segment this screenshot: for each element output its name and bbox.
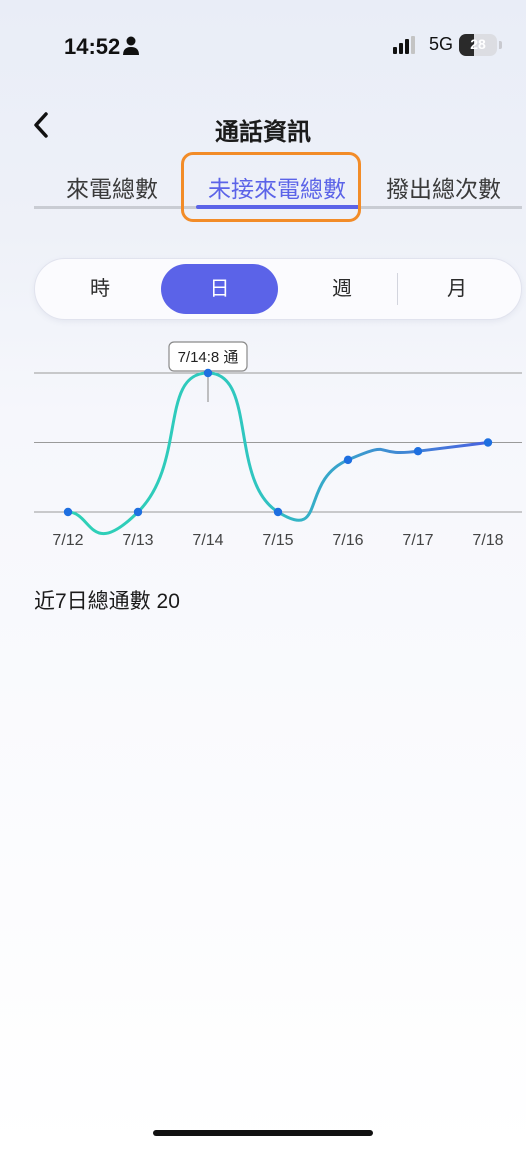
period-week[interactable]: 週: [332, 278, 352, 300]
data-point-7-18[interactable]: [483, 438, 493, 447]
data-point-7-17[interactable]: [413, 446, 423, 456]
data-point-7-14[interactable]: [203, 368, 213, 378]
network-type: 5G: [429, 34, 454, 54]
seven-day-total: 近7日總通數 20: [34, 590, 180, 613]
back-arrow-icon[interactable]: [28, 108, 58, 142]
tab-outgoing-total[interactable]: 撥出總次數: [386, 176, 501, 202]
missed-calls-chart: 7/14:8 通 7/12 7/13 7/14 7/15 7/16 7/17 7/18: [34, 341, 522, 549]
period-month[interactable]: 月: [447, 278, 467, 300]
data-point-7-16[interactable]: [343, 455, 353, 465]
x-tick-label: 7/14: [192, 532, 223, 549]
status-bar: 14:52 5G 28: [0, 0, 526, 90]
x-tick-label: 7/16: [332, 532, 363, 549]
period-divider: [397, 273, 398, 305]
status-time: 14:52: [64, 34, 121, 59]
battery-icon: 28: [459, 34, 497, 56]
tab-incoming-total[interactable]: 來電總數: [66, 176, 158, 202]
battery-tip: [499, 41, 502, 49]
signal-icon: [393, 36, 415, 54]
x-tick-label: 7/17: [402, 532, 433, 549]
highlight-box: [181, 152, 361, 222]
battery-level: 28: [470, 36, 486, 52]
data-point-7-12[interactable]: [63, 507, 73, 517]
period-hour[interactable]: 時: [90, 278, 110, 300]
period-active-pill: [161, 264, 278, 314]
period-selector: 時 日 週 月: [34, 258, 522, 320]
tab-missed-total[interactable]: 未接來電總數: [208, 176, 346, 202]
active-tab-indicator: [196, 205, 360, 209]
x-tick-label: 7/12: [52, 532, 83, 549]
period-day[interactable]: 日: [209, 278, 230, 300]
person-icon: [123, 36, 139, 55]
home-indicator[interactable]: [153, 1130, 373, 1136]
page-title: 通話資訊: [215, 119, 311, 146]
data-point-7-15[interactable]: [273, 507, 283, 517]
tooltip-label: 7/14:8 通: [178, 349, 239, 366]
x-tick-label: 7/13: [122, 532, 153, 549]
x-tick-label: 7/15: [262, 532, 293, 549]
data-point-7-13[interactable]: [133, 507, 143, 517]
x-tick-label: 7/18: [472, 532, 503, 549]
